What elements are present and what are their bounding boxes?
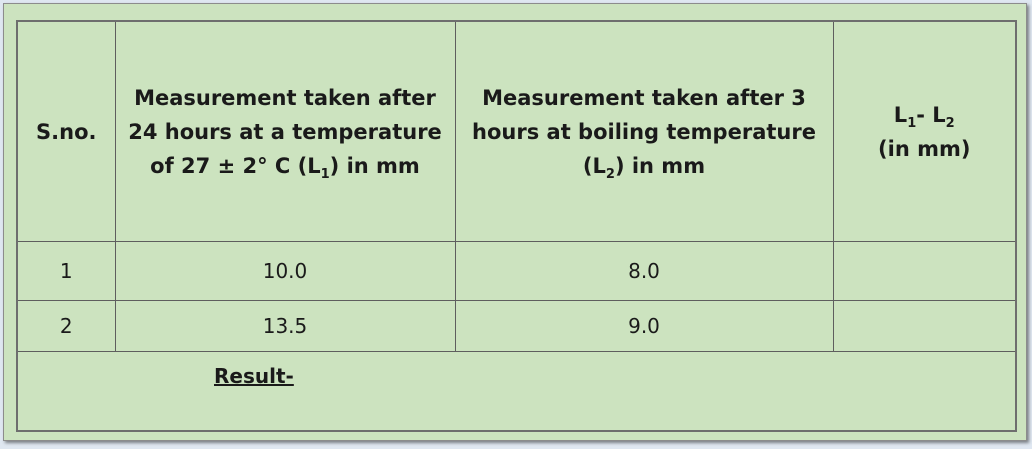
result-row — [16, 351, 1017, 432]
measurement-table: S.no. Measurement taken after 24 hours a… — [16, 20, 1017, 432]
header-l1-line1: Measurement taken after — [134, 85, 436, 110]
table-header-row: S.no. Measurement taken after 24 hours a… — [16, 20, 1017, 242]
header-l1-line3-sub: 1 — [320, 166, 330, 182]
cell-diff — [832, 300, 1017, 352]
header-l1: Measurement taken after 24 hours at a te… — [114, 20, 456, 242]
header-sno: S.no. — [16, 20, 116, 242]
cell-sno: 1 — [16, 241, 116, 301]
table-row: 1 10.0 8.0 — [16, 241, 1017, 301]
header-l2-line3-pre: (L — [582, 153, 606, 178]
header-diff: L1- L2 (in mm) — [832, 20, 1017, 242]
table-row: 2 13.5 9.0 — [16, 300, 1017, 352]
cell-l1: 13.5 — [114, 300, 456, 352]
header-l1-line3-post: ) in mm — [329, 153, 420, 178]
header-diff-b-sub: 2 — [945, 115, 955, 131]
header-diff-mid: - L — [916, 102, 946, 127]
cell-l2: 9.0 — [454, 300, 834, 352]
cell-sno: 2 — [16, 300, 116, 352]
header-diff-line2: (in mm) — [878, 136, 971, 161]
header-l2-line3-post: ) in mm — [614, 153, 706, 178]
header-diff-a: L — [893, 102, 908, 127]
header-l1-line3-pre: of 27 ± 2° C (L — [150, 153, 321, 178]
cell-diff — [832, 241, 1017, 301]
table-frame: S.no. Measurement taken after 24 hours a… — [3, 3, 1027, 441]
cell-l1: 10.0 — [114, 241, 456, 301]
cell-l2: 8.0 — [454, 241, 834, 301]
result-label: Result- — [214, 364, 294, 388]
header-l2-line2: hours at boiling temperature — [472, 119, 816, 144]
header-l2-line3-sub: 2 — [605, 166, 615, 182]
header-diff-a-sub: 1 — [907, 115, 917, 131]
header-l2-line1: Measurement taken after 3 — [482, 85, 806, 110]
result-cell — [16, 351, 1017, 432]
header-l2: Measurement taken after 3 hours at boili… — [454, 20, 834, 242]
header-l1-line2: 24 hours at a temperature — [128, 119, 442, 144]
